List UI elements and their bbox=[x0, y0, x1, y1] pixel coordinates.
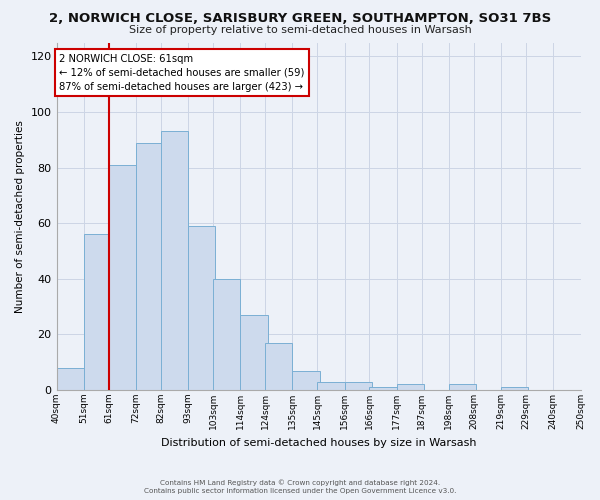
Text: Contains HM Land Registry data © Crown copyright and database right 2024.
Contai: Contains HM Land Registry data © Crown c… bbox=[144, 479, 456, 494]
Text: 2 NORWICH CLOSE: 61sqm
← 12% of semi-detached houses are smaller (59)
87% of sem: 2 NORWICH CLOSE: 61sqm ← 12% of semi-det… bbox=[59, 54, 304, 92]
Bar bbox=[161, 132, 188, 390]
Bar bbox=[240, 315, 268, 390]
Bar bbox=[370, 387, 397, 390]
Bar bbox=[397, 384, 424, 390]
Bar bbox=[292, 370, 320, 390]
Bar bbox=[317, 382, 344, 390]
Bar bbox=[84, 234, 111, 390]
Bar bbox=[344, 382, 372, 390]
Y-axis label: Number of semi-detached properties: Number of semi-detached properties bbox=[15, 120, 25, 312]
Bar bbox=[501, 387, 529, 390]
Text: 2, NORWICH CLOSE, SARISBURY GREEN, SOUTHAMPTON, SO31 7BS: 2, NORWICH CLOSE, SARISBURY GREEN, SOUTH… bbox=[49, 12, 551, 26]
Bar bbox=[265, 343, 292, 390]
Bar bbox=[56, 368, 84, 390]
Text: Size of property relative to semi-detached houses in Warsash: Size of property relative to semi-detach… bbox=[128, 25, 472, 35]
Bar bbox=[136, 142, 163, 390]
Bar bbox=[449, 384, 476, 390]
Bar bbox=[109, 165, 136, 390]
Bar bbox=[188, 226, 215, 390]
Bar bbox=[213, 279, 240, 390]
X-axis label: Distribution of semi-detached houses by size in Warsash: Distribution of semi-detached houses by … bbox=[161, 438, 476, 448]
